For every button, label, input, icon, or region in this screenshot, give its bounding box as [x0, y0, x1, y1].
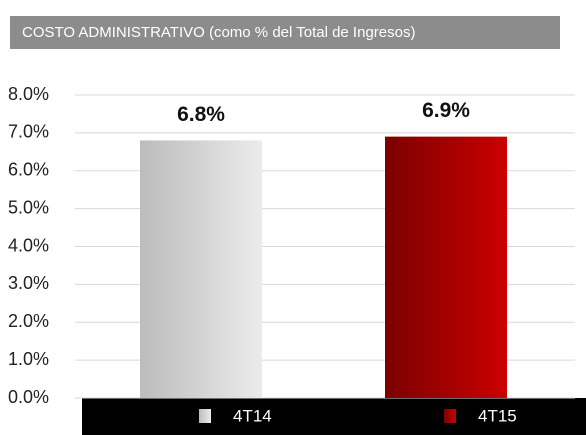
value-label: 6.8% [177, 103, 225, 126]
y-tick-label: 0.0% [8, 387, 49, 407]
legend-bar [82, 398, 586, 435]
bar-shade [140, 140, 262, 398]
legend-label: 4T14 [233, 406, 272, 425]
legend-swatch-shade [199, 409, 211, 423]
y-tick-label: 5.0% [8, 197, 49, 217]
y-tick-label: 1.0% [8, 349, 49, 369]
y-tick-label: 7.0% [8, 122, 49, 142]
y-tick-label: 2.0% [8, 311, 49, 331]
y-tick-label: 3.0% [8, 273, 49, 293]
value-label: 6.9% [422, 99, 470, 122]
bar-shade [385, 136, 507, 398]
legend-swatch-shade [444, 409, 456, 423]
legend-label: 4T15 [478, 406, 517, 425]
title-bar [10, 16, 560, 49]
y-tick-label: 6.0% [8, 160, 49, 180]
chart-title: COSTO ADMINISTRATIVO (como % del Total d… [22, 24, 415, 41]
y-tick-label: 4.0% [8, 235, 49, 255]
y-tick-label: 8.0% [8, 84, 49, 104]
